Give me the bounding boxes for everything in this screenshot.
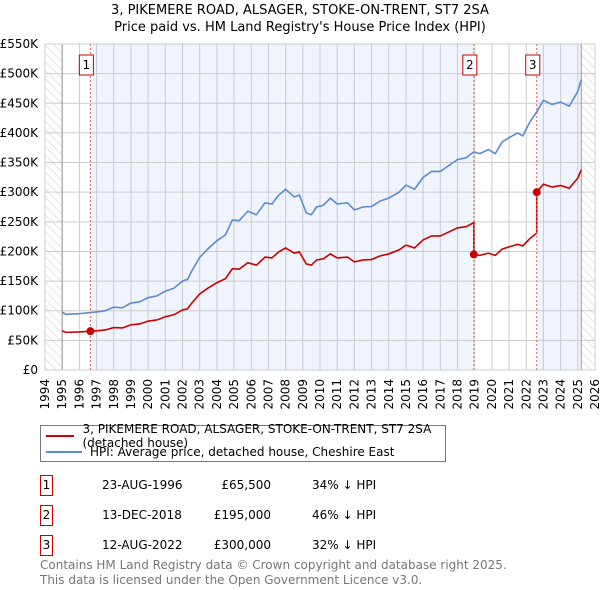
x-tick-label: 1995 xyxy=(55,379,69,410)
sale-date: 12-AUG-2022 xyxy=(102,538,183,552)
x-tick-label: 2017 xyxy=(433,379,447,410)
y-tick-label: £400K xyxy=(0,126,39,140)
x-tick-label: 2002 xyxy=(176,379,190,410)
legend-hpi-label: HPI: Average price, detached house, Ches… xyxy=(90,445,395,459)
legend-property-label: 3, PIKEMERE ROAD, ALSAGER, STOKE-ON-TREN… xyxy=(82,422,432,450)
footer-copyright: Contains HM Land Registry data © Crown c… xyxy=(40,558,507,572)
x-tick-label: 2004 xyxy=(210,379,224,410)
y-tick-label: £300K xyxy=(0,185,39,199)
hatched-no-data-right xyxy=(581,44,595,370)
x-tick-label: 2015 xyxy=(399,379,413,410)
x-tick-label: 2022 xyxy=(519,379,533,410)
x-tick-label: 2010 xyxy=(313,379,327,410)
x-tick-label: 2000 xyxy=(141,379,155,410)
sale-label-box xyxy=(462,54,478,76)
sale-point xyxy=(86,327,95,336)
sale-point xyxy=(532,188,541,197)
sale-price: £300,000 xyxy=(213,538,271,552)
sale-hpi-diff: 32% ↓ HPI xyxy=(312,538,377,552)
x-tick-label: 2008 xyxy=(279,379,293,410)
y-tick-label: £550K xyxy=(0,37,39,51)
x-tick-label: 2003 xyxy=(193,379,207,410)
chart-subtitle: Price paid vs. HM Land Registry's House … xyxy=(114,20,486,35)
legend: 3, PIKEMERE ROAD, ALSAGER, STOKE-ON-TREN… xyxy=(40,422,446,462)
x-tick-label: 2009 xyxy=(296,379,310,410)
x-tick-label: 2018 xyxy=(451,379,465,410)
x-tick-label: 1998 xyxy=(107,379,121,410)
y-tick-label: £350K xyxy=(0,156,39,170)
chart-title: 3, PIKEMERE ROAD, ALSAGER, STOKE-ON-TREN… xyxy=(111,3,489,18)
x-tick-label: 2026 xyxy=(588,379,600,410)
x-tick-label: 2013 xyxy=(365,379,379,410)
sale-label-box xyxy=(78,54,94,76)
x-tick-label: 2014 xyxy=(382,379,396,410)
sale-hpi-diff: 46% ↓ HPI xyxy=(312,508,377,522)
x-tick-label: 2001 xyxy=(158,379,172,410)
sale-label-number: 2 xyxy=(466,58,474,72)
x-tick-label: 2011 xyxy=(330,379,344,410)
sale-label-box xyxy=(525,54,541,76)
x-tick-label: 2007 xyxy=(261,379,275,410)
sale-number: 1 xyxy=(40,475,53,496)
x-tick-label: 2020 xyxy=(485,379,499,410)
sale-point xyxy=(469,250,478,259)
sale-label-number: 3 xyxy=(529,58,537,72)
y-tick-label: £0 xyxy=(23,363,38,377)
y-tick-label: £500K xyxy=(0,67,39,81)
sale-date: 23-AUG-1996 xyxy=(102,478,183,492)
footer-licence: This data is licensed under the Open Gov… xyxy=(40,573,423,587)
x-tick-label: 2021 xyxy=(502,379,516,410)
sale-price: £65,500 xyxy=(221,478,271,492)
x-tick-label: 2006 xyxy=(244,379,258,410)
y-tick-label: £50K xyxy=(7,333,39,347)
legend-hpi-line xyxy=(46,451,82,453)
ownership-shade xyxy=(90,44,474,370)
x-tick-label: 1994 xyxy=(38,379,52,410)
x-tick-label: 2024 xyxy=(554,379,568,410)
plot-border xyxy=(44,43,596,371)
x-tick-label: 1996 xyxy=(72,379,86,410)
legend-property-line xyxy=(46,435,75,437)
x-tick-label: 2025 xyxy=(571,379,585,410)
x-tick-label: 2005 xyxy=(227,379,241,410)
price-chart: 1994 1995 1996 1997 1998 1999 2000 2001 2002 2003… xyxy=(0,37,600,410)
sale-price: £195,000 xyxy=(213,508,271,522)
x-tick-label: 2019 xyxy=(468,379,482,410)
x-tick-label: 1997 xyxy=(90,379,104,410)
y-tick-label: £450K xyxy=(0,96,39,110)
sale-hpi-diff: 34% ↓ HPI xyxy=(312,478,377,492)
hatched-no-data-left xyxy=(45,44,63,370)
sale-date: 13-DEC-2018 xyxy=(102,508,182,522)
x-tick-label: 2016 xyxy=(416,379,430,410)
hpi-line xyxy=(61,79,583,316)
sale-number: 2 xyxy=(40,505,53,526)
sale-label-number: 1 xyxy=(83,58,91,72)
x-tick-label: 2023 xyxy=(536,379,550,410)
y-tick-label: £250K xyxy=(0,215,39,229)
sale-number: 3 xyxy=(40,535,53,556)
x-tick-label: 1999 xyxy=(124,379,138,410)
y-tick-label: £150K xyxy=(0,274,39,288)
x-tick-label: 2012 xyxy=(347,379,361,410)
property-price-line xyxy=(61,169,582,334)
y-tick-label: £100K xyxy=(0,304,39,318)
y-tick-label: £200K xyxy=(0,244,39,258)
